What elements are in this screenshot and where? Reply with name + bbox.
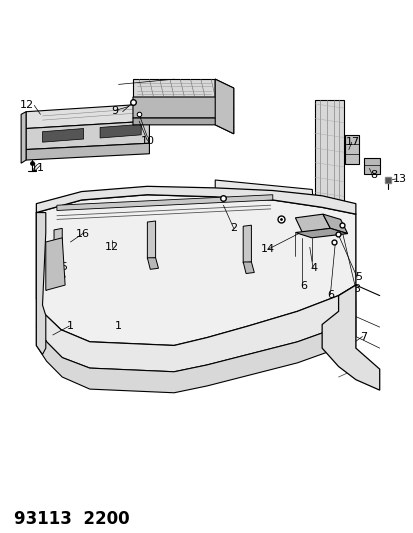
Text: 12: 12 — [104, 243, 119, 252]
Text: 5: 5 — [354, 272, 361, 282]
Polygon shape — [36, 213, 46, 354]
Polygon shape — [54, 228, 62, 268]
Text: 6: 6 — [299, 281, 306, 291]
Polygon shape — [147, 258, 158, 269]
Polygon shape — [215, 79, 233, 109]
Polygon shape — [26, 121, 149, 150]
Polygon shape — [46, 238, 65, 290]
Polygon shape — [21, 112, 26, 163]
Polygon shape — [363, 158, 379, 174]
Polygon shape — [57, 195, 272, 211]
Polygon shape — [295, 228, 347, 238]
Polygon shape — [36, 317, 355, 393]
Polygon shape — [100, 124, 141, 138]
Text: 2: 2 — [230, 223, 237, 233]
Text: 6: 6 — [326, 289, 333, 300]
Text: 3: 3 — [353, 284, 360, 294]
Polygon shape — [147, 221, 155, 259]
Text: 11: 11 — [31, 164, 45, 173]
Polygon shape — [43, 128, 83, 142]
Polygon shape — [321, 285, 379, 390]
Polygon shape — [322, 214, 347, 233]
Polygon shape — [133, 97, 233, 127]
Polygon shape — [344, 135, 358, 164]
Polygon shape — [26, 104, 149, 128]
Text: 12: 12 — [20, 100, 34, 110]
Text: 1: 1 — [67, 321, 74, 331]
Polygon shape — [36, 187, 355, 214]
Polygon shape — [215, 226, 314, 247]
Text: 14: 14 — [260, 244, 274, 254]
Polygon shape — [36, 285, 355, 372]
Polygon shape — [215, 180, 314, 226]
Polygon shape — [36, 195, 355, 345]
Polygon shape — [295, 214, 330, 232]
Text: 15: 15 — [55, 262, 69, 272]
Text: 9: 9 — [111, 106, 118, 116]
Polygon shape — [242, 262, 254, 273]
Text: 8: 8 — [369, 169, 376, 180]
Text: 10: 10 — [140, 135, 154, 146]
Text: 4: 4 — [310, 263, 317, 273]
Text: 13: 13 — [392, 174, 406, 184]
Polygon shape — [54, 266, 65, 279]
Polygon shape — [26, 143, 149, 160]
Polygon shape — [133, 118, 233, 134]
Text: 1: 1 — [115, 321, 122, 331]
Text: 7: 7 — [359, 332, 366, 342]
Polygon shape — [242, 225, 251, 263]
Text: 93113  2200: 93113 2200 — [14, 510, 129, 528]
Text: 16: 16 — [76, 229, 90, 239]
Polygon shape — [133, 79, 215, 97]
Polygon shape — [314, 100, 343, 205]
Polygon shape — [215, 79, 233, 134]
Text: 17: 17 — [345, 137, 359, 147]
